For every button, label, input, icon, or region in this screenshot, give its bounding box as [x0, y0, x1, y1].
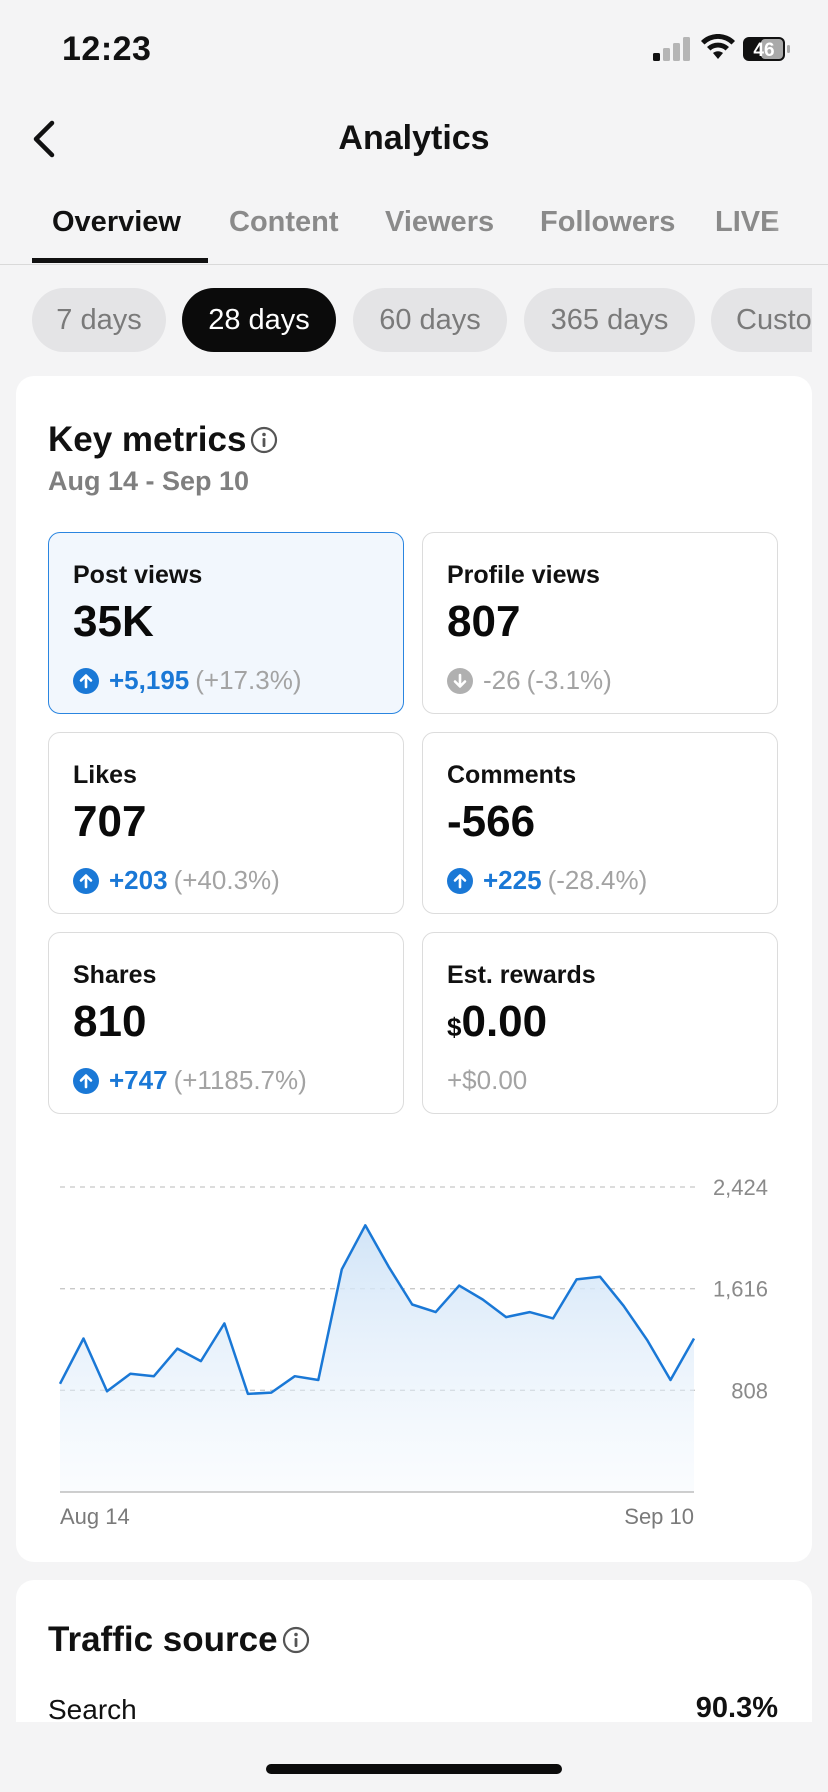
traffic-source-label: Search	[48, 1694, 137, 1725]
metric-percent: (+1185.7%)	[173, 1065, 307, 1095]
key-metrics-title: Key metrics	[48, 420, 247, 459]
status-time: 12:23	[62, 30, 152, 68]
page-title: Analytics	[338, 119, 490, 157]
metric-value: 707	[73, 797, 147, 846]
range-chip-60-days[interactable]: 60 days	[353, 288, 507, 352]
metric-percent: (-28.4%)	[547, 865, 648, 895]
y-tick-label: 2,424	[713, 1175, 768, 1200]
y-tick-label: 808	[731, 1378, 768, 1403]
battery-icon: 46	[743, 37, 790, 61]
info-icon[interactable]	[250, 426, 278, 454]
x-tick-label-end: Sep 10	[624, 1504, 694, 1529]
tab-followers[interactable]: Followers	[540, 206, 676, 238]
metric-label: Comments	[447, 761, 577, 789]
tab-content[interactable]: Content	[229, 206, 339, 238]
traffic-source-title: Traffic source	[48, 1620, 278, 1659]
status-bar: 12:23 46	[0, 0, 828, 100]
metric-percent: (+40.3%)	[173, 865, 280, 895]
range-chip-28-days[interactable]: 28 days	[182, 288, 336, 352]
tab-bar: Overview Content Viewers Followers LIVE	[0, 200, 828, 265]
metric-percent: (-3.1%)	[526, 665, 612, 695]
arrow-up-circle-icon	[73, 667, 99, 694]
date-range-label: Aug 14 - Sep 10	[48, 466, 250, 496]
metric-change: +747 (+1185.7%)	[73, 1065, 307, 1096]
metric-card-post-views[interactable]: Post views 35K +5,195 (+17.3%)	[48, 532, 404, 714]
metric-delta: -26	[483, 665, 521, 695]
home-indicator[interactable]	[266, 1764, 562, 1774]
arrow-up-circle-icon	[73, 867, 99, 894]
x-tick-label-start: Aug 14	[60, 1504, 130, 1529]
post-views-chart[interactable]: 2,424 1,616 808 Aug 14 Sep 10	[16, 1132, 812, 1572]
range-chip-7-days[interactable]: 7 days	[32, 288, 166, 352]
battery-level: 46	[753, 40, 774, 61]
metric-label: Est. rewards	[447, 961, 596, 989]
metric-card-est-rewards[interactable]: Est. rewards $0.00 +$0.00	[422, 932, 778, 1114]
metric-change: +225 (-28.4%)	[447, 865, 647, 896]
metric-delta: +225	[483, 865, 542, 895]
metric-amount: 0.00	[461, 997, 548, 1046]
chart-series-line	[58, 1224, 696, 1396]
metric-value: $0.00	[447, 997, 547, 1047]
range-chip-365-days[interactable]: 365 days	[524, 288, 695, 352]
metric-change: +$0.00	[447, 1065, 527, 1096]
back-arrow-icon[interactable]	[28, 118, 64, 160]
metric-change: +203 (+40.3%)	[73, 865, 280, 896]
currency-symbol: $	[447, 1012, 462, 1042]
metric-value: 807	[447, 597, 521, 646]
metric-label: Profile views	[447, 561, 600, 589]
metric-percent: (+17.3%)	[195, 665, 302, 695]
tab-viewers[interactable]: Viewers	[385, 206, 495, 238]
range-chip-custom[interactable]: Custom	[711, 288, 812, 352]
bottom-safe-area	[0, 1722, 828, 1792]
chart-area-fill	[60, 1225, 694, 1492]
metric-delta: +203	[109, 865, 168, 895]
y-tick-label: 1,616	[713, 1277, 768, 1302]
cellular-signal-icon	[653, 37, 690, 61]
metric-card-shares[interactable]: Shares 810 +747 (+1185.7%)	[48, 932, 404, 1114]
arrow-up-circle-icon	[73, 1067, 99, 1094]
metric-delta: +747	[109, 1065, 168, 1095]
metric-card-likes[interactable]: Likes 707 +203 (+40.3%)	[48, 732, 404, 914]
metric-change: -26 (-3.1%)	[447, 665, 612, 696]
metric-delta: +$0.00	[447, 1065, 528, 1095]
metric-change: +5,195 (+17.3%)	[73, 665, 301, 696]
wifi-icon	[701, 34, 735, 59]
metric-delta: +5,195	[109, 665, 190, 695]
metric-label: Post views	[73, 561, 203, 589]
arrow-up-circle-icon	[447, 867, 473, 894]
metric-value: 810	[73, 997, 147, 1046]
metric-card-profile-views[interactable]: Profile views 807 -26 (-3.1%)	[422, 532, 778, 714]
key-metrics-card: Key metrics Aug 14 - Sep 10 Post views 3…	[16, 376, 812, 1562]
info-icon[interactable]	[282, 1626, 310, 1654]
tab-overview[interactable]: Overview	[52, 206, 181, 238]
active-tab-indicator	[32, 258, 208, 263]
metric-label: Likes	[73, 761, 137, 789]
traffic-source-value: 90.3%	[695, 1692, 778, 1724]
traffic-source-card: Traffic source Search 90.3%	[16, 1580, 812, 1740]
date-range-selector: 7 days 28 days 60 days 365 days Custom	[0, 288, 812, 354]
metric-card-comments[interactable]: Comments -566 +225 (-28.4%)	[422, 732, 778, 914]
metric-value: 35K	[73, 597, 154, 646]
metric-label: Shares	[73, 961, 157, 989]
metric-value: -566	[447, 797, 536, 846]
arrow-down-circle-icon	[447, 667, 473, 694]
tab-scroll-fade	[768, 200, 828, 264]
